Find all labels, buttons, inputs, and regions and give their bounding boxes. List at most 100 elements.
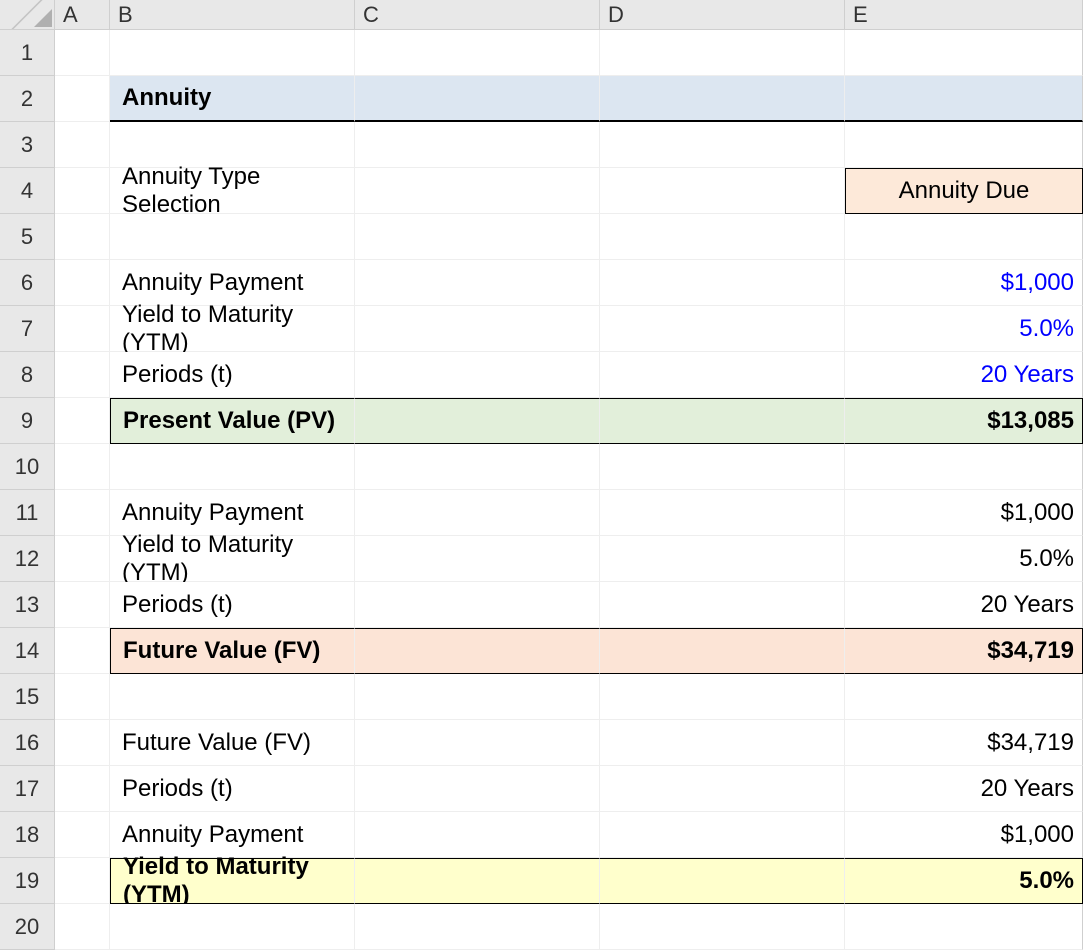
cell-e1[interactable] (845, 30, 1083, 76)
row-header-17[interactable]: 17 (0, 766, 55, 812)
col-header-a[interactable]: A (55, 0, 110, 30)
cell-c3[interactable] (355, 122, 600, 168)
row-header-10[interactable]: 10 (0, 444, 55, 490)
row-header-16[interactable]: 16 (0, 720, 55, 766)
annuity-type-label[interactable]: Annuity Type Selection (110, 168, 355, 214)
ytm-fv-label[interactable]: Future Value (FV) (110, 720, 355, 766)
cell-a19[interactable] (55, 858, 110, 904)
cell-e20[interactable] (845, 904, 1083, 950)
cell-d6[interactable] (600, 260, 845, 306)
fv-ytm-label[interactable]: Yield to Maturity (YTM) (110, 536, 355, 582)
fv-periods-value[interactable]: 20 Years (845, 582, 1083, 628)
row-header-13[interactable]: 13 (0, 582, 55, 628)
col-header-b[interactable]: B (110, 0, 355, 30)
cell-a17[interactable] (55, 766, 110, 812)
cell-d13[interactable] (600, 582, 845, 628)
cell-b15[interactable] (110, 674, 355, 720)
row-header-20[interactable]: 20 (0, 904, 55, 950)
pv-payment-value[interactable]: $1,000 (845, 260, 1083, 306)
cell-d10[interactable] (600, 444, 845, 490)
row-header-4[interactable]: 4 (0, 168, 55, 214)
cell-a3[interactable] (55, 122, 110, 168)
cell-c19[interactable] (355, 858, 600, 904)
cell-d11[interactable] (600, 490, 845, 536)
cell-d18[interactable] (600, 812, 845, 858)
cell-a1[interactable] (55, 30, 110, 76)
row-header-1[interactable]: 1 (0, 30, 55, 76)
fv-result-value[interactable]: $34,719 (845, 628, 1083, 674)
cell-c12[interactable] (355, 536, 600, 582)
cell-d4[interactable] (600, 168, 845, 214)
cell-c8[interactable] (355, 352, 600, 398)
cell-c10[interactable] (355, 444, 600, 490)
cell-a15[interactable] (55, 674, 110, 720)
cell-d7[interactable] (600, 306, 845, 352)
cell-b5[interactable] (110, 214, 355, 260)
cell-c20[interactable] (355, 904, 600, 950)
row-header-9[interactable]: 9 (0, 398, 55, 444)
cell-a7[interactable] (55, 306, 110, 352)
pv-ytm-value[interactable]: 5.0% (845, 306, 1083, 352)
cell-a16[interactable] (55, 720, 110, 766)
row-header-6[interactable]: 6 (0, 260, 55, 306)
cell-b10[interactable] (110, 444, 355, 490)
fv-ytm-value[interactable]: 5.0% (845, 536, 1083, 582)
cell-a14[interactable] (55, 628, 110, 674)
cell-d14[interactable] (600, 628, 845, 674)
cell-a11[interactable] (55, 490, 110, 536)
row-header-2[interactable]: 2 (0, 76, 55, 122)
cell-c13[interactable] (355, 582, 600, 628)
cell-d17[interactable] (600, 766, 845, 812)
cell-e2[interactable] (845, 76, 1083, 122)
cell-c4[interactable] (355, 168, 600, 214)
col-header-c[interactable]: C (355, 0, 600, 30)
cell-c6[interactable] (355, 260, 600, 306)
cell-c18[interactable] (355, 812, 600, 858)
row-header-11[interactable]: 11 (0, 490, 55, 536)
cell-d8[interactable] (600, 352, 845, 398)
cell-a4[interactable] (55, 168, 110, 214)
select-all-corner[interactable] (0, 0, 55, 30)
cell-a5[interactable] (55, 214, 110, 260)
cell-d1[interactable] (600, 30, 845, 76)
cell-d9[interactable] (600, 398, 845, 444)
cell-d3[interactable] (600, 122, 845, 168)
ytm-payment-value[interactable]: $1,000 (845, 812, 1083, 858)
cell-a18[interactable] (55, 812, 110, 858)
cell-c1[interactable] (355, 30, 600, 76)
row-header-18[interactable]: 18 (0, 812, 55, 858)
ytm-result-value[interactable]: 5.0% (845, 858, 1083, 904)
row-header-3[interactable]: 3 (0, 122, 55, 168)
annuity-type-value[interactable]: Annuity Due (845, 168, 1083, 214)
cell-c11[interactable] (355, 490, 600, 536)
row-header-19[interactable]: 19 (0, 858, 55, 904)
ytm-periods-value[interactable]: 20 Years (845, 766, 1083, 812)
pv-periods-value[interactable]: 20 Years (845, 352, 1083, 398)
cell-a20[interactable] (55, 904, 110, 950)
cell-a9[interactable] (55, 398, 110, 444)
cell-c5[interactable] (355, 214, 600, 260)
ytm-fv-value[interactable]: $34,719 (845, 720, 1083, 766)
row-header-12[interactable]: 12 (0, 536, 55, 582)
cell-d15[interactable] (600, 674, 845, 720)
row-header-14[interactable]: 14 (0, 628, 55, 674)
pv-result-value[interactable]: $13,085 (845, 398, 1083, 444)
pv-periods-label[interactable]: Periods (t) (110, 352, 355, 398)
row-header-8[interactable]: 8 (0, 352, 55, 398)
cell-a8[interactable] (55, 352, 110, 398)
cell-d5[interactable] (600, 214, 845, 260)
col-header-d[interactable]: D (600, 0, 845, 30)
cell-d19[interactable] (600, 858, 845, 904)
cell-a10[interactable] (55, 444, 110, 490)
cell-a6[interactable] (55, 260, 110, 306)
title-cell[interactable]: Annuity (110, 76, 355, 122)
cell-e5[interactable] (845, 214, 1083, 260)
ytm-result-label[interactable]: Yield to Maturity (YTM) (110, 858, 355, 904)
cell-c9[interactable] (355, 398, 600, 444)
fv-result-label[interactable]: Future Value (FV) (110, 628, 355, 674)
cell-a13[interactable] (55, 582, 110, 628)
fv-periods-label[interactable]: Periods (t) (110, 582, 355, 628)
cell-b20[interactable] (110, 904, 355, 950)
cell-b3[interactable] (110, 122, 355, 168)
pv-result-label[interactable]: Present Value (PV) (110, 398, 355, 444)
